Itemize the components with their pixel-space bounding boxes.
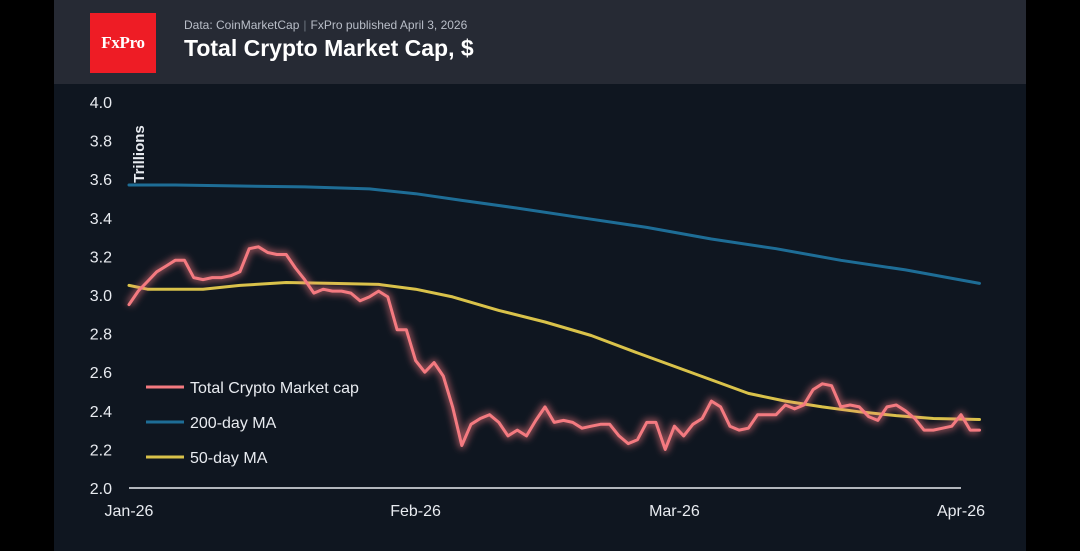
legend-label: 50-day MA <box>190 450 268 467</box>
legend-label: 200-day MA <box>190 415 277 432</box>
y-tick-label: 4.0 <box>90 95 112 112</box>
y-tick-label: 2.6 <box>90 365 112 382</box>
separator: | <box>303 18 307 32</box>
x-tick-label: Apr-26 <box>937 503 985 520</box>
fxpro-logo: FxPro <box>90 13 156 73</box>
x-tick-label: Mar-26 <box>649 503 700 520</box>
y-tick-label: 2.0 <box>90 481 112 498</box>
chart-frame: FxPro Data: CoinMarketCap | FxPro publishe… <box>54 0 1026 551</box>
x-tick-label: Feb-26 <box>390 503 441 520</box>
series-line-2 <box>127 281 981 421</box>
line-chart: 2.0 2.2 2.4 2.6 2.8 3.0 3.2 3.4 3.6 3.8 4.0 Jan-26… <box>90 95 986 520</box>
y-tick-label: 3.6 <box>90 172 112 189</box>
y-tick-label: 2.2 <box>90 442 112 459</box>
y-tick-label: 3.0 <box>90 288 112 305</box>
header-bar: FxPro Data: CoinMarketCap | FxPro publishe… <box>54 0 1026 84</box>
y-axis-title: Trillions <box>131 125 148 183</box>
y-tick-label: 3.2 <box>90 249 112 266</box>
y-tick-label: 2.8 <box>90 327 112 344</box>
chart-title: Total Crypto Market Cap, $ <box>184 35 474 61</box>
y-tick-label: 3.4 <box>90 211 112 228</box>
series-layer <box>126 183 981 453</box>
series-line-0 <box>127 245 981 451</box>
legend-label: Total Crypto Market cap <box>190 380 359 397</box>
source-line: Data: CoinMarketCap | FxPro published Apri… <box>184 18 467 32</box>
y-tick-label: 3.8 <box>90 134 112 151</box>
y-axis-ticks: 2.0 2.2 2.4 2.6 2.8 3.0 3.2 3.4 3.6 3.8 4.0 <box>90 95 112 498</box>
x-axis-ticks: Jan-26 Feb-26 Mar-26 Apr-26 <box>105 503 986 520</box>
legend: Total Crypto Market cap 200-day MA 50-day … <box>146 380 359 467</box>
published-date: FxPro published April 3, 2026 <box>310 18 468 32</box>
logo-text: FxPro <box>101 33 145 52</box>
x-tick-label: Jan-26 <box>105 503 154 520</box>
series-line-1 <box>127 183 981 285</box>
data-source: Data: CoinMarketCap <box>184 18 300 32</box>
y-tick-label: 2.4 <box>90 404 112 421</box>
